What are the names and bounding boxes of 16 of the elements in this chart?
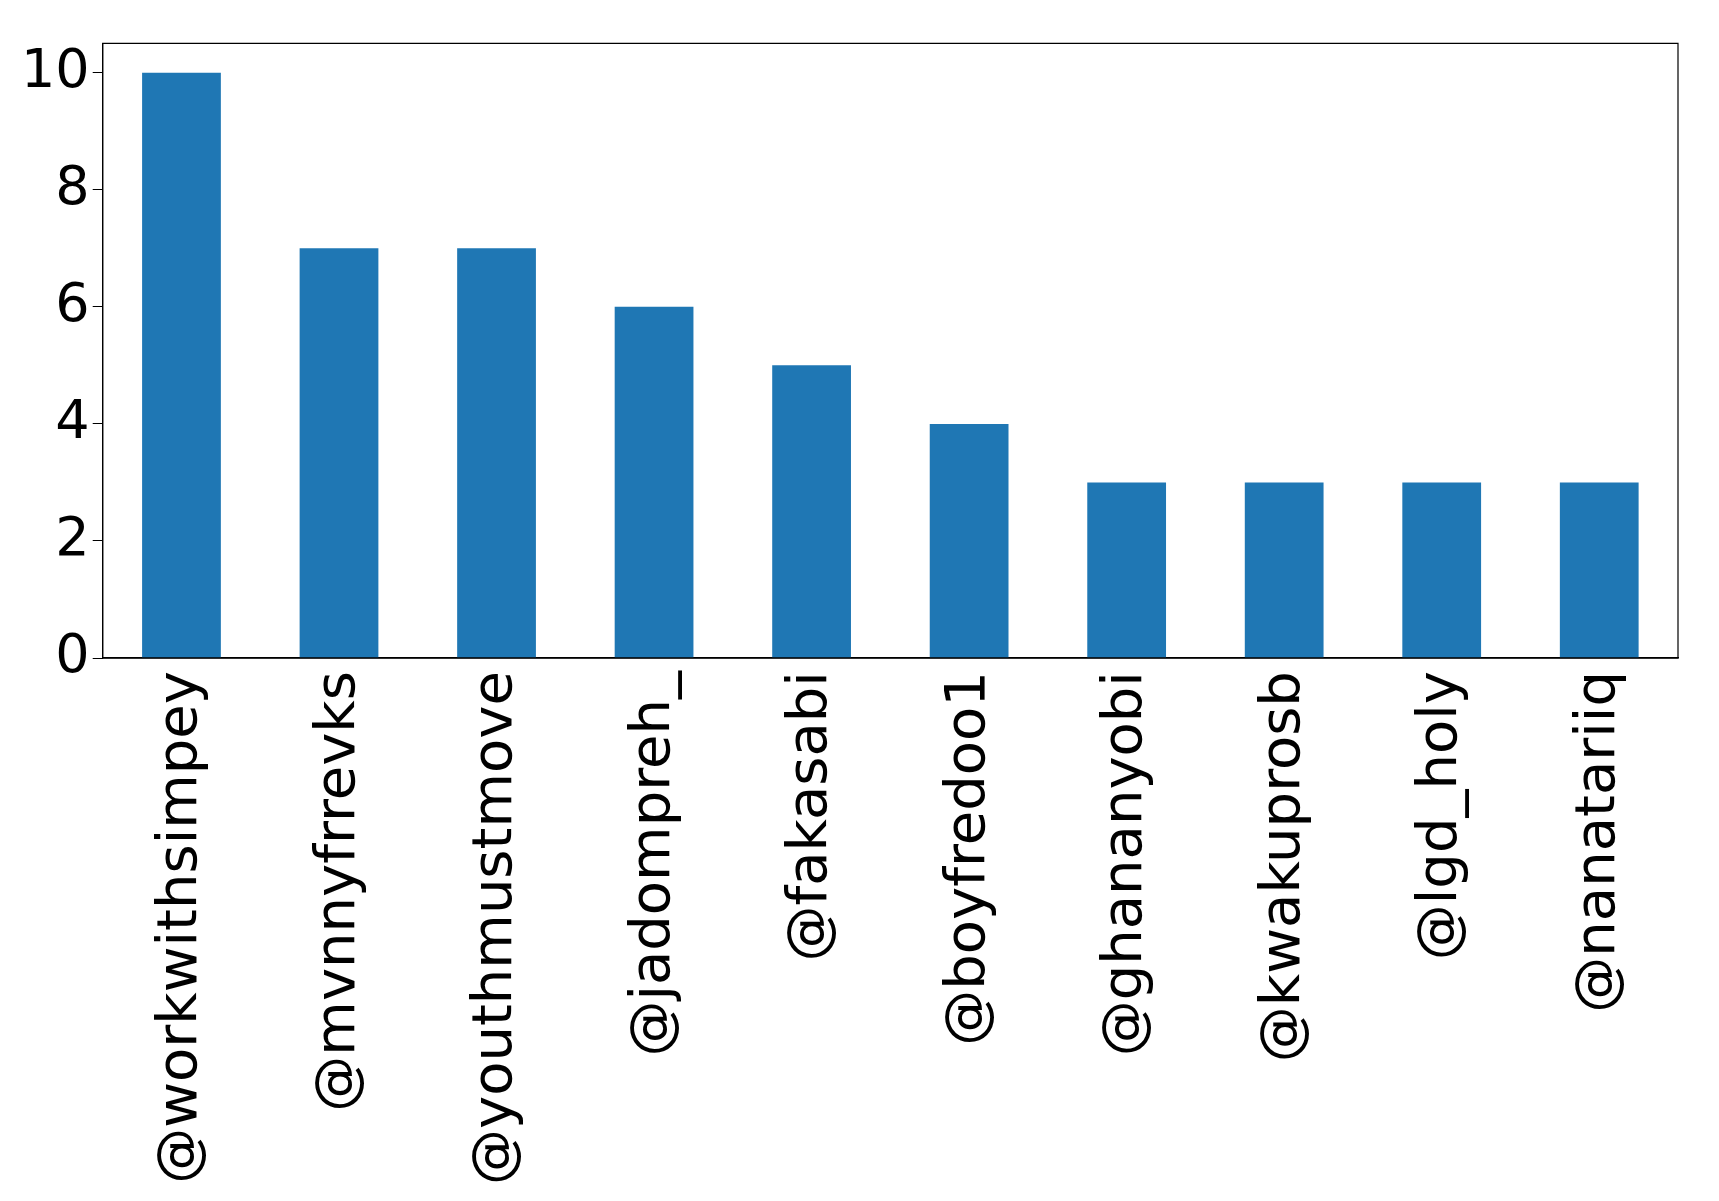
x-tick-label: @lgd_holy: [1404, 671, 1470, 961]
x-tick-label: @nanatariiq: [1561, 671, 1627, 1013]
x-tick-label: @fakasabi: [774, 671, 840, 962]
x-tick-label: @ghananyobi: [1089, 671, 1155, 1057]
x-tick-label: @jadompreh_: [616, 670, 682, 1057]
x-tick-label: @boyfredoo1: [931, 671, 997, 1046]
y-tick-label: 2: [55, 505, 90, 569]
y-tick-label: 4: [55, 387, 90, 451]
y-tick-label: 10: [20, 36, 90, 100]
x-tick-label: @mvnnyfrrevks: [301, 671, 367, 1112]
y-tick-label: 6: [55, 270, 90, 334]
y-tick-label: 0: [55, 622, 90, 686]
x-tick-label: @youthmustmove: [459, 671, 525, 1186]
x-tick-label: @workwithsimpey: [144, 671, 210, 1184]
y-tick-label: 8: [55, 153, 90, 217]
x-tick-label: @kwakuprosb: [1246, 671, 1312, 1063]
